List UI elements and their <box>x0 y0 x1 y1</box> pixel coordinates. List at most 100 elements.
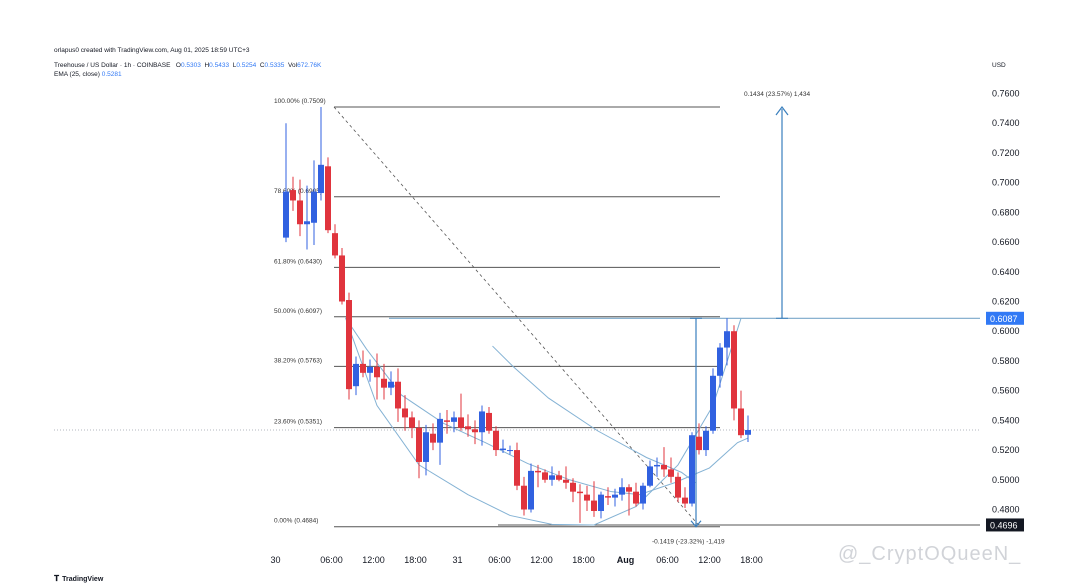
candle-body <box>423 432 429 462</box>
candle-body <box>689 435 695 504</box>
fib-trend-line <box>333 106 701 527</box>
bearish-candle <box>675 472 681 503</box>
candle-body <box>374 366 380 378</box>
price-tick-label: 0.5400 <box>992 415 1020 425</box>
bearish-candle <box>472 420 478 445</box>
candle-body <box>318 164 324 194</box>
candle-body <box>290 190 296 201</box>
candle-body <box>577 491 583 494</box>
bearish-candle <box>605 487 611 506</box>
candle-body <box>332 233 338 256</box>
bearish-candle <box>626 484 632 516</box>
fib-level-label: 100.00% (0.7509) <box>274 98 326 105</box>
bearish-candle <box>374 353 380 400</box>
bullish-candle <box>437 412 443 465</box>
candle-body <box>486 412 492 431</box>
bearish-candle <box>570 478 576 503</box>
bullish-candle <box>318 107 324 201</box>
bearish-candle <box>563 466 569 489</box>
bearish-candle <box>577 484 583 523</box>
candle-body <box>283 191 289 238</box>
bearish-candle <box>416 420 422 479</box>
candle-body <box>633 491 639 504</box>
ema-label: EMA (25, close) <box>54 71 100 78</box>
candle-body <box>668 469 674 477</box>
candle-body <box>549 475 555 480</box>
candle-body <box>682 497 688 504</box>
bearish-candle <box>325 157 331 234</box>
candle-body <box>311 191 317 223</box>
bullish-candle <box>703 426 709 457</box>
candle-body <box>605 496 611 498</box>
candle-body <box>731 331 737 409</box>
time-tick-label: 18:00 <box>572 555 595 565</box>
price-tick-label: 0.6800 <box>992 207 1020 217</box>
price-tick-label: 0.5000 <box>992 475 1020 485</box>
candle-body <box>556 475 562 480</box>
fib-level-label: 0.00% (0.4684) <box>274 518 318 525</box>
bearish-candle <box>633 482 639 507</box>
ema-line <box>345 317 749 496</box>
tradingview-logo[interactable]: 𝐓 TradingView <box>54 574 103 584</box>
fib-level-label: 23.60% (0.5351) <box>274 419 322 426</box>
candle-body <box>619 487 625 495</box>
candle-body <box>598 494 604 511</box>
candle-body <box>521 485 527 510</box>
measure-up-label: 0.1434 (23.57%) 1,434 <box>744 91 811 98</box>
bearish-candle <box>731 325 737 421</box>
candle-body <box>381 378 387 388</box>
time-tick-label: 12:00 <box>698 555 721 565</box>
bullish-candle <box>479 405 485 446</box>
bearish-candle <box>584 485 590 511</box>
candle-body <box>591 500 597 511</box>
bullish-candle <box>283 123 289 243</box>
candle-body <box>584 494 590 501</box>
candle-body <box>626 487 632 492</box>
time-tick-label: 06:00 <box>320 555 343 565</box>
price-tick-label: 0.7400 <box>992 118 1020 128</box>
bearish-candle <box>738 390 744 439</box>
candle-body <box>304 221 310 225</box>
price-tick-label: 0.6400 <box>992 267 1020 277</box>
candle-body <box>353 363 359 387</box>
time-tick-label: 18:00 <box>404 555 427 565</box>
bearish-candle <box>682 487 688 509</box>
chart-credit: orlapus0 created with TradingView.com, A… <box>54 47 250 54</box>
candle-body <box>647 466 653 486</box>
bearish-candle <box>591 481 597 517</box>
bearish-candle <box>668 457 674 483</box>
time-tick-label: 06:00 <box>656 555 679 565</box>
candle-body <box>416 427 422 462</box>
candle-body <box>472 429 478 433</box>
candle-body <box>710 375 716 431</box>
bullish-candle <box>717 343 723 388</box>
time-tick-label: 12:00 <box>530 555 553 565</box>
symbol-line: Treehouse / US Dollar · 1h · COINBASE O0… <box>54 62 321 69</box>
bearish-candle <box>360 350 366 378</box>
candle-body <box>451 417 457 422</box>
neckline-price-label: 0.6087 <box>990 314 1018 324</box>
volume: Vol672.76K <box>288 62 322 69</box>
price-tick-label: 0.7000 <box>992 178 1020 188</box>
bullish-candle <box>388 371 394 396</box>
time-tick-label: Aug <box>617 555 635 565</box>
candle-body <box>640 485 646 504</box>
bearish-candle <box>339 248 345 305</box>
low-price-box <box>986 518 1024 532</box>
tradingview-logo-text: TradingView <box>62 575 104 583</box>
candle-body <box>570 482 576 492</box>
bullish-candle <box>528 463 534 513</box>
time-tick-label: 30 <box>270 555 280 565</box>
bullish-candle <box>311 160 317 246</box>
price-tick-label: 0.5600 <box>992 386 1020 396</box>
bearish-candle <box>409 411 415 439</box>
bullish-candle <box>689 432 695 507</box>
fib-level-label: 78.60% (0.6905) <box>274 188 322 195</box>
bullish-candle <box>745 415 751 443</box>
neckline-price-box <box>986 311 1024 325</box>
bullish-candle <box>549 466 555 486</box>
bearish-candle <box>402 395 408 431</box>
bearish-candle <box>696 423 702 455</box>
price-tick-label: 0.6200 <box>992 297 1020 307</box>
